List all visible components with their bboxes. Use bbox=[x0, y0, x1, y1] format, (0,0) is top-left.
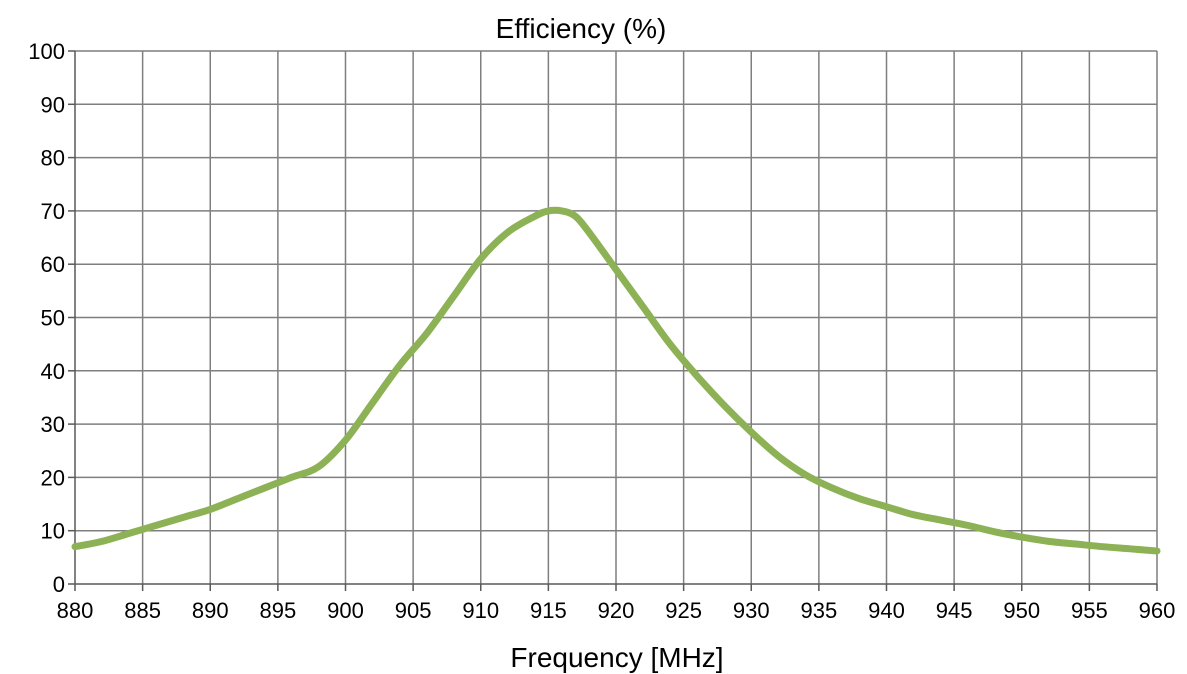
y-tick-label: 30 bbox=[41, 412, 65, 437]
x-axis-label: Frequency [MHz] bbox=[510, 642, 723, 673]
x-tick-label: 905 bbox=[395, 598, 432, 623]
y-tick-label: 0 bbox=[53, 572, 65, 597]
y-tick-labels: 0 10 20 30 40 50 60 70 80 90 100 bbox=[28, 39, 65, 597]
grid-lines bbox=[75, 50, 1158, 584]
x-tick-label: 920 bbox=[598, 598, 635, 623]
y-tick-label: 60 bbox=[41, 252, 65, 277]
y-tick-label: 40 bbox=[41, 359, 65, 384]
series-layer bbox=[71, 206, 1161, 555]
x-tick-label: 945 bbox=[936, 598, 973, 623]
x-tick-label: 885 bbox=[124, 598, 161, 623]
x-tick-label: 950 bbox=[1003, 598, 1040, 623]
y-tick-label: 100 bbox=[28, 39, 65, 64]
chart-title: Efficiency (%) bbox=[496, 13, 667, 44]
x-tick-label: 955 bbox=[1071, 598, 1108, 623]
x-tick-label: 960 bbox=[1139, 598, 1176, 623]
y-tick-label: 70 bbox=[41, 199, 65, 224]
x-tick-label: 895 bbox=[260, 598, 297, 623]
efficiency-series-line bbox=[71, 206, 1161, 555]
y-tick-label: 90 bbox=[41, 92, 65, 117]
y-tick-label: 80 bbox=[41, 146, 65, 171]
y-tick-label: 20 bbox=[41, 465, 65, 490]
x-tick-label: 900 bbox=[327, 598, 364, 623]
x-tick-labels: 880 885 890 895 900 905 910 915 920 925 930 935 940 9… bbox=[57, 598, 1176, 623]
x-tick-label: 925 bbox=[665, 598, 702, 623]
x-tick-label: 910 bbox=[462, 598, 499, 623]
x-tick-label: 930 bbox=[733, 598, 770, 623]
x-tick-label: 915 bbox=[530, 598, 567, 623]
x-tick-label: 940 bbox=[868, 598, 905, 623]
x-tick-label: 880 bbox=[57, 598, 94, 623]
y-tick-label: 50 bbox=[41, 306, 65, 331]
axes bbox=[68, 50, 1158, 591]
y-tick-label: 10 bbox=[41, 519, 65, 544]
x-tick-label: 890 bbox=[192, 598, 229, 623]
x-tick-label: 935 bbox=[801, 598, 838, 623]
